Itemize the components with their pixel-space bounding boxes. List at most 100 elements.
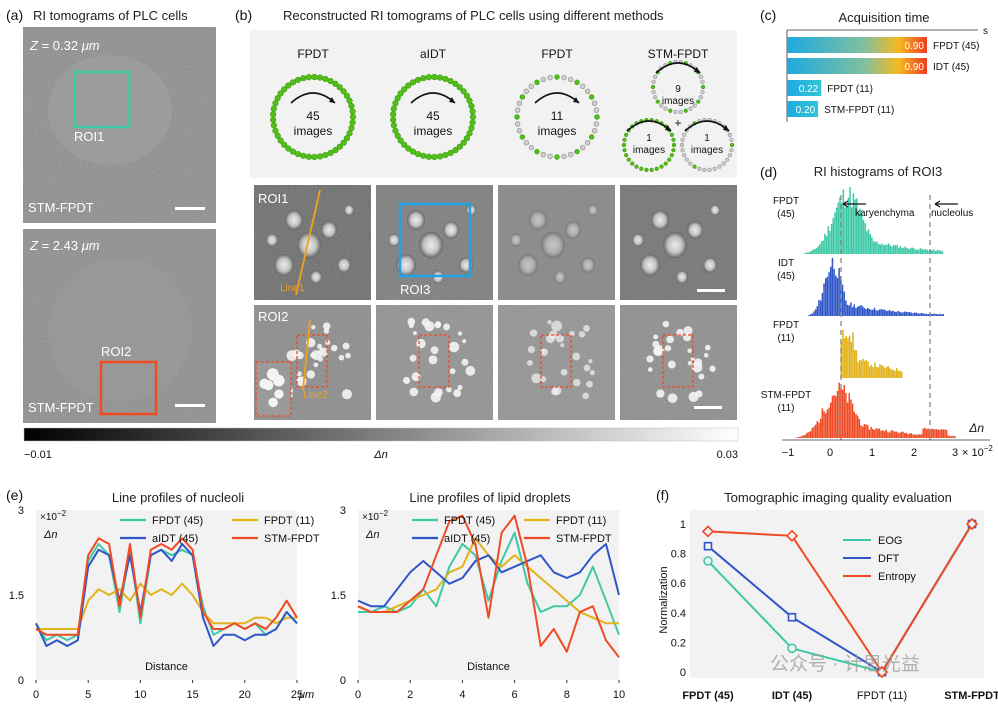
col2-unit: images <box>414 124 453 138</box>
col4-unit: images <box>662 96 694 107</box>
led-dot <box>340 139 347 146</box>
led-dot <box>442 151 449 159</box>
led-dot <box>322 75 329 83</box>
acquisition-bars: 0.90 FPDT (45) 0.90 IDT (45) 0.22 FPDT (11) 0.… <box>787 37 980 117</box>
led-dot <box>697 166 702 171</box>
f-title: Tomographic imaging quality evaluation <box>724 490 952 505</box>
x-tick-label: 10 <box>613 689 625 701</box>
led-dot <box>698 74 703 79</box>
led-dot <box>655 99 660 104</box>
y-tick-label: 0 <box>340 675 346 687</box>
panel-b-title: Reconstructed RI tomograms of PLC cells … <box>283 8 664 23</box>
line2-label: Line2 <box>303 390 328 401</box>
y-tick-label: 0.2 <box>671 637 686 649</box>
led-dot <box>447 149 454 157</box>
led-dot <box>305 74 312 81</box>
roi1-label-a: ROI1 <box>74 129 104 144</box>
led-dot <box>456 143 463 150</box>
led-dot <box>519 94 526 100</box>
led-dot <box>269 111 277 118</box>
led-dot <box>574 148 580 155</box>
led-dot <box>394 95 401 102</box>
led-dot <box>460 139 467 146</box>
led-dot <box>671 137 676 142</box>
led-dot <box>649 167 654 172</box>
quality-marker <box>787 612 797 622</box>
led-dot <box>272 127 279 134</box>
led-dot <box>721 161 726 166</box>
led-dot <box>683 108 688 113</box>
roi2-dashed-box <box>296 334 328 388</box>
profile-line-1 <box>358 531 620 636</box>
led-dot <box>634 164 639 169</box>
d-xtick-1: 0 <box>827 447 833 459</box>
led-dot <box>466 97 473 104</box>
y-label: Δn <box>43 529 58 541</box>
led-dot <box>624 132 629 137</box>
col3-count: 11 <box>551 109 564 123</box>
led-dot <box>626 157 631 162</box>
led-dot <box>540 151 547 158</box>
led-dot <box>702 167 707 172</box>
led-dot <box>729 137 734 142</box>
x-tick-label: 10 <box>134 689 146 701</box>
roi-tiles <box>254 185 737 420</box>
legend-label: aIDT (45) <box>444 533 490 545</box>
led-dot <box>591 100 598 107</box>
acq-bar-name-1: FPDT (45) <box>933 41 980 52</box>
led-dot <box>332 147 339 154</box>
led-dot <box>348 102 355 110</box>
rotation-arrowhead <box>694 67 700 73</box>
led-dot <box>390 105 397 112</box>
led-dot <box>669 132 674 137</box>
roi3-label: ROI3 <box>400 282 430 297</box>
led-dot <box>580 144 586 151</box>
led-dot <box>682 132 687 137</box>
led-dot <box>567 76 574 83</box>
tomogram-top <box>23 27 216 223</box>
led-dot <box>431 153 438 161</box>
led-dot <box>671 148 676 153</box>
acq-bar-value-4: 0.20 <box>796 105 816 116</box>
roi-tile-r2-c1 <box>254 305 371 420</box>
led-dot <box>401 86 408 93</box>
led-dot <box>272 100 279 107</box>
led-dot <box>469 113 477 121</box>
roi-tile-r2-c4 <box>620 305 737 420</box>
led-dot <box>663 161 668 166</box>
roi-tile-r2-c3 <box>498 305 615 420</box>
led-dot <box>452 80 459 87</box>
led-dot <box>621 142 627 148</box>
led-dot <box>468 124 475 132</box>
led-dot <box>534 79 540 86</box>
led-dot <box>405 145 412 152</box>
legend-label: FPDT (11) <box>264 515 314 527</box>
acq-bar-name-4: STM-FPDT (11) <box>824 105 894 116</box>
led-dot <box>584 140 591 146</box>
scalebar-top <box>175 207 205 210</box>
y-tick-label: 3 <box>18 505 24 517</box>
led-dot <box>523 88 530 94</box>
led-dot <box>316 153 324 160</box>
col4-sub-left-unit: images <box>633 145 665 156</box>
x-category-label: IDT (45) <box>772 690 813 702</box>
legend-label: FPDT (45) <box>444 515 495 527</box>
colorbar <box>23 427 739 442</box>
led-dot <box>514 114 520 120</box>
ring-stm-right <box>679 118 735 172</box>
led-dot <box>294 150 302 158</box>
hist-2 <box>808 257 945 316</box>
led-dot <box>698 95 703 100</box>
y-tick-label: 0.4 <box>671 608 686 620</box>
led-dot <box>269 116 277 123</box>
led-dot <box>316 74 324 81</box>
led-dot <box>668 108 673 113</box>
led-dot <box>277 90 284 97</box>
hist-name-2: IDT <box>778 258 794 269</box>
led-dot <box>516 127 523 134</box>
x-category-label: FPDT (11) <box>857 690 907 702</box>
acq-bar-name-2: IDT (45) <box>933 62 970 73</box>
roi2-dashed-box <box>662 334 694 388</box>
e-left-title: Line profiles of nucleoli <box>112 490 244 505</box>
led-dot <box>349 108 356 115</box>
